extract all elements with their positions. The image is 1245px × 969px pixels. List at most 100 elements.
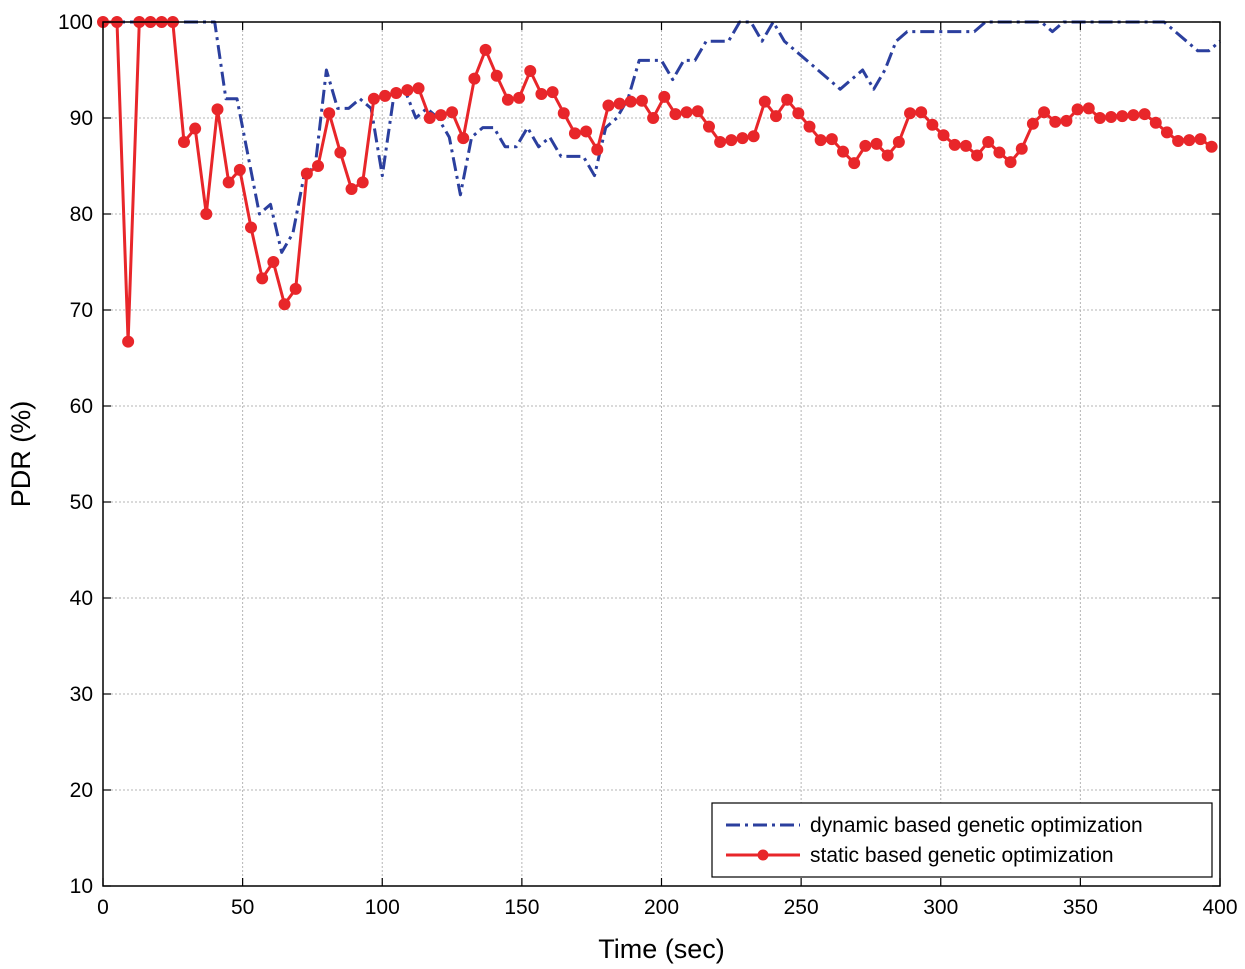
legend-label-static: static based genetic optimization (810, 844, 1114, 867)
data-point-static (624, 95, 637, 108)
legend-marker-static (757, 849, 769, 861)
y-tick-label: 70 (70, 299, 93, 322)
data-point-static (803, 120, 816, 133)
data-point-static (837, 145, 850, 158)
data-point-static (513, 91, 526, 104)
data-point-static (926, 118, 939, 131)
x-tick-label: 250 (784, 896, 819, 919)
data-point-static (948, 138, 961, 151)
axis-ticks (102, 21, 1221, 887)
data-point-static (189, 122, 202, 135)
y-tick-label: 40 (70, 587, 93, 610)
series-layer (97, 16, 1221, 348)
data-point-static (613, 97, 626, 110)
data-point-static (781, 93, 794, 106)
data-point-static (490, 69, 503, 82)
data-point-static (334, 146, 347, 159)
data-point-static (367, 92, 380, 105)
x-tick-label: 300 (923, 896, 958, 919)
data-point-static (312, 160, 325, 172)
data-point-static (323, 107, 336, 120)
data-point-static (446, 106, 459, 119)
data-point-static (1116, 110, 1129, 123)
axis-tick-labels: 0 50 100 150 200 250 300 350 400 10 20 30 40 50 60 70 80… (58, 11, 1238, 919)
data-point-static (1082, 102, 1095, 115)
data-point-static (222, 176, 235, 189)
series-line-dynamic (103, 20, 1221, 254)
data-point-static (401, 84, 414, 97)
y-tick-label: 60 (70, 395, 93, 418)
y-axis-label: PDR (%) (6, 401, 36, 508)
data-point-static (434, 109, 447, 122)
data-point-static (245, 221, 258, 234)
x-tick-label: 400 (1202, 896, 1237, 919)
data-point-static (691, 105, 704, 118)
data-point-static (379, 89, 392, 102)
data-point-static (256, 272, 269, 285)
data-point-static (859, 139, 872, 152)
data-point-static (1205, 140, 1218, 153)
grid-lines (103, 22, 1220, 886)
y-tick-label: 10 (70, 875, 93, 898)
data-point-static (278, 298, 291, 311)
data-point-static (971, 149, 984, 162)
data-point-static (725, 134, 738, 147)
data-point-static (647, 112, 660, 124)
x-tick-label: 100 (365, 896, 400, 919)
data-point-static (1015, 142, 1028, 155)
data-point-static (993, 146, 1006, 159)
data-point-static (1071, 103, 1084, 116)
x-tick-label: 350 (1063, 896, 1098, 919)
data-point-static (423, 112, 436, 124)
data-point-static (468, 72, 481, 85)
series-line-static (103, 20, 1213, 344)
data-point-static (680, 106, 693, 119)
data-point-static (658, 90, 671, 103)
data-point-static (457, 132, 470, 145)
data-point-static (892, 136, 905, 148)
data-point-static (1060, 114, 1073, 127)
data-point-static (982, 136, 995, 148)
data-point-static (758, 95, 771, 108)
data-point-static (200, 208, 213, 220)
data-point-static (870, 137, 883, 150)
y-tick-label: 80 (70, 203, 93, 226)
data-point-static (915, 106, 928, 119)
data-point-static (602, 99, 615, 112)
data-point-static (356, 176, 369, 189)
y-tick-label: 30 (70, 683, 93, 706)
data-point-static (848, 157, 861, 170)
data-point-static (1138, 108, 1151, 121)
data-point-static (580, 125, 593, 138)
legend-box (711, 802, 1213, 878)
data-point-static (390, 87, 403, 100)
data-point-static (814, 134, 827, 147)
data-point-static (345, 183, 358, 196)
x-tick-label: 150 (504, 896, 539, 919)
data-point-static (1127, 109, 1140, 122)
data-point-static (825, 133, 838, 146)
data-point-static (736, 132, 749, 145)
y-tick-label: 50 (70, 491, 93, 514)
data-point-static (1038, 106, 1051, 119)
y-tick-label: 90 (70, 107, 93, 130)
x-tick-label: 0 (97, 896, 109, 919)
data-point-static (177, 136, 190, 148)
data-point-static (557, 107, 570, 120)
legend: dynamic based genetic optimization stati… (711, 802, 1213, 878)
data-point-static (289, 282, 302, 295)
data-point-static (702, 120, 715, 133)
data-point-static (635, 94, 648, 107)
data-point-static (546, 86, 559, 99)
data-point-static (211, 103, 224, 116)
data-point-static (412, 82, 425, 95)
data-point-static (300, 167, 313, 180)
data-point-static (769, 110, 782, 123)
data-point-static (792, 107, 805, 120)
y-tick-label: 20 (70, 779, 93, 802)
data-point-static (535, 88, 548, 100)
data-point-static (1004, 156, 1017, 169)
data-point-static (904, 107, 917, 120)
data-point-static (1026, 117, 1039, 130)
